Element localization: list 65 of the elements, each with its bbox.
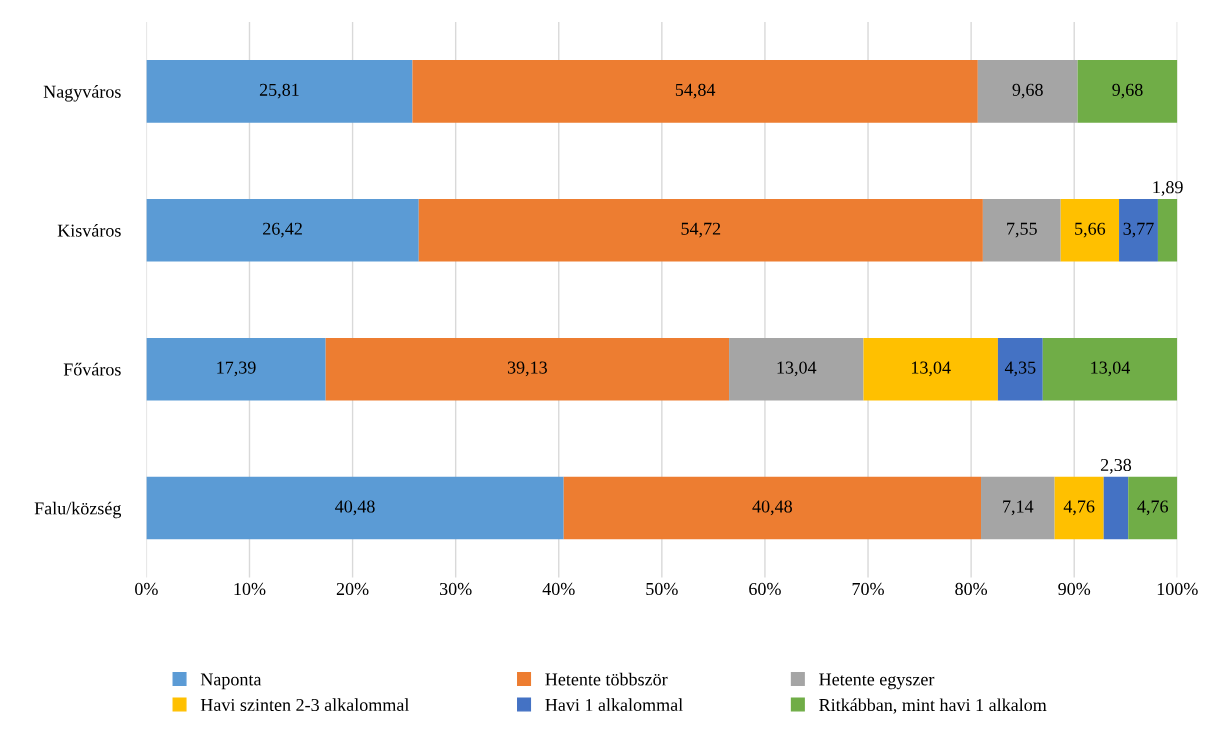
bar (146, 337, 326, 401)
bar (146, 60, 413, 123)
x-tick-label: 40% (542, 582, 575, 596)
data-label: 13,04 (1091, 361, 1131, 377)
bar (418, 199, 983, 262)
bar (563, 476, 982, 540)
y-tick-label: Főváros (63, 362, 121, 376)
x-tick-label: 20% (336, 582, 369, 596)
bar (729, 337, 864, 401)
x-tick-label: 90% (1058, 582, 1091, 596)
data-label: 13,04 (777, 361, 817, 377)
legend-label: Havi szinten 2-3 alkalommal (200, 698, 410, 712)
x-tick-label: 100% (1157, 582, 1198, 596)
data-label: 9,68 (1112, 83, 1143, 99)
data-label: 54,84 (675, 83, 716, 99)
x-tick-label: 0% (135, 582, 158, 596)
data-label: 3,77 (1123, 222, 1154, 238)
y-tick-label: Kisváros (57, 223, 121, 237)
bar (1103, 476, 1129, 540)
bar (325, 337, 730, 401)
data-label: 7,14 (1003, 500, 1034, 516)
y-tick-label: Falu/község (34, 501, 122, 519)
bar (1077, 60, 1178, 123)
data-label: 25,81 (259, 83, 299, 99)
x-tick-label: 70% (852, 582, 884, 596)
data-label: 9,68 (1012, 83, 1043, 99)
legend-label: Naponta (200, 673, 262, 690)
data-label: 39,13 (507, 361, 547, 377)
bar (1042, 337, 1178, 401)
legend-label: Hetente egyszer (819, 673, 935, 690)
bar (1060, 199, 1120, 262)
bar (146, 199, 419, 262)
bar (981, 476, 1055, 540)
data-label: 4,76 (1137, 500, 1169, 516)
data-label: 17,39 (217, 361, 256, 377)
bar (1054, 476, 1104, 540)
bar (146, 476, 564, 540)
bar (977, 60, 1078, 123)
data-label: 5,66 (1075, 222, 1106, 238)
bar (997, 337, 1043, 401)
data-label: 4,35 (1004, 361, 1036, 377)
data-label: 13,04 (911, 361, 951, 377)
bar (1119, 199, 1158, 262)
bar (1157, 199, 1178, 262)
bar (863, 337, 998, 401)
data-label: 4,76 (1063, 500, 1095, 516)
legend-label: Ritkábban, mint havi 1 alkalom (819, 698, 1047, 714)
bar (412, 60, 978, 123)
data-label: 7,55 (1007, 222, 1037, 238)
data-label: 2,38 (1100, 458, 1132, 474)
y-tick-label: Nagyváros (43, 85, 121, 102)
data-label: 40,48 (752, 500, 792, 516)
data-label: 26,42 (263, 222, 302, 238)
data-label: 54,72 (681, 222, 721, 238)
bar (1128, 476, 1178, 540)
x-tick-label: 50% (646, 582, 678, 596)
x-tick-label: 10% (234, 582, 266, 596)
bar (982, 199, 1061, 262)
legend-label: Hetente többször (545, 672, 668, 686)
x-tick-label: 30% (439, 582, 472, 596)
legend-label: Havi 1 alkalommal (545, 698, 683, 712)
data-label: 40,48 (335, 500, 375, 516)
data-label: 1,89 (1153, 181, 1183, 196)
x-tick-label: 80% (955, 582, 988, 596)
x-tick-label: 60% (749, 582, 781, 596)
